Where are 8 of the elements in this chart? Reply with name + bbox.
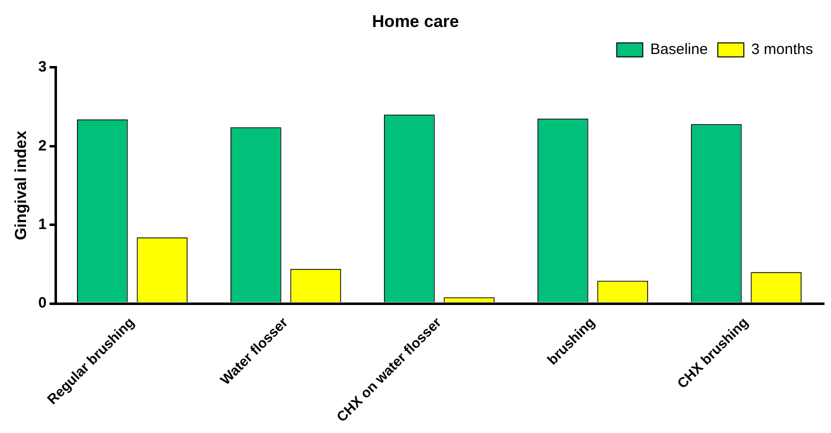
- y-tick-label: 0: [38, 294, 47, 312]
- legend-label: 3 months: [751, 41, 814, 58]
- y-tick-label: 3: [38, 58, 47, 76]
- y-axis-title: Gingival index: [13, 130, 30, 240]
- y-tick-label: 1: [38, 216, 47, 233]
- legend-label: Baseline: [650, 41, 708, 58]
- y-tick-label: 2: [38, 137, 47, 154]
- chart-title: Home care: [372, 12, 459, 31]
